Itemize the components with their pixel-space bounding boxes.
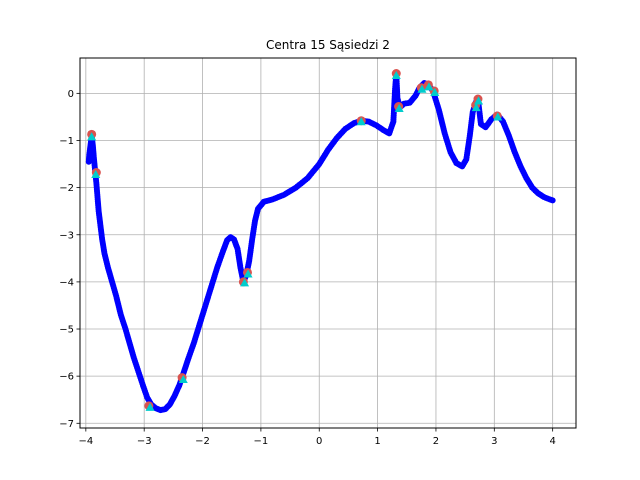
neighbor-marker [394, 103, 404, 113]
y-tick-label: −5 [59, 325, 74, 336]
data-point [549, 197, 556, 204]
y-tick-label: −2 [59, 183, 74, 194]
neighbor-marker [391, 70, 401, 80]
x-tick-label: 1 [374, 436, 380, 447]
neighbor-marker [145, 402, 155, 411]
neighbor-marker [430, 87, 440, 97]
neighbor-marker [474, 96, 484, 105]
chart-title: Centra 15 Sąsiedzi 2 [266, 38, 390, 52]
y-tick-label: −6 [59, 372, 74, 383]
x-tick-label: −4 [78, 436, 93, 447]
x-tick-label: 0 [316, 436, 322, 447]
neighbor-marker [87, 132, 97, 141]
neighbor-markers [87, 70, 503, 411]
y-tick-label: −3 [59, 230, 74, 241]
x-tick-label: 4 [549, 436, 555, 447]
y-tick-label: −7 [59, 419, 74, 430]
neighbor-marker [178, 374, 188, 384]
x-tick-label: −1 [254, 436, 269, 447]
y-tick-label: −4 [59, 277, 74, 288]
y-tick-label: 0 [68, 89, 74, 100]
x-tick-label: −3 [137, 436, 152, 447]
x-tick-label: 3 [491, 436, 497, 447]
neighbor-marker [493, 112, 503, 121]
neighbor-marker [424, 82, 434, 91]
neighbor-marker [240, 278, 250, 287]
neighbor-marker [91, 169, 101, 179]
x-axis-ticks: −4 −3 −2 −1 0 1 2 3 4 [78, 428, 556, 447]
x-tick-label: 2 [433, 436, 439, 447]
neighbor-marker [243, 269, 253, 278]
data-points [85, 70, 556, 414]
neighbor-marker [417, 84, 427, 93]
x-tick-label: −2 [195, 436, 210, 447]
y-axis-ticks: 0 −1 −2 −3 −4 −5 −6 −7 [59, 89, 80, 430]
grid-lines [80, 58, 576, 428]
neighbor-marker [471, 102, 481, 112]
neighbor-marker [356, 117, 366, 126]
plot-frame [79, 57, 577, 429]
y-tick-label: −1 [59, 136, 74, 147]
